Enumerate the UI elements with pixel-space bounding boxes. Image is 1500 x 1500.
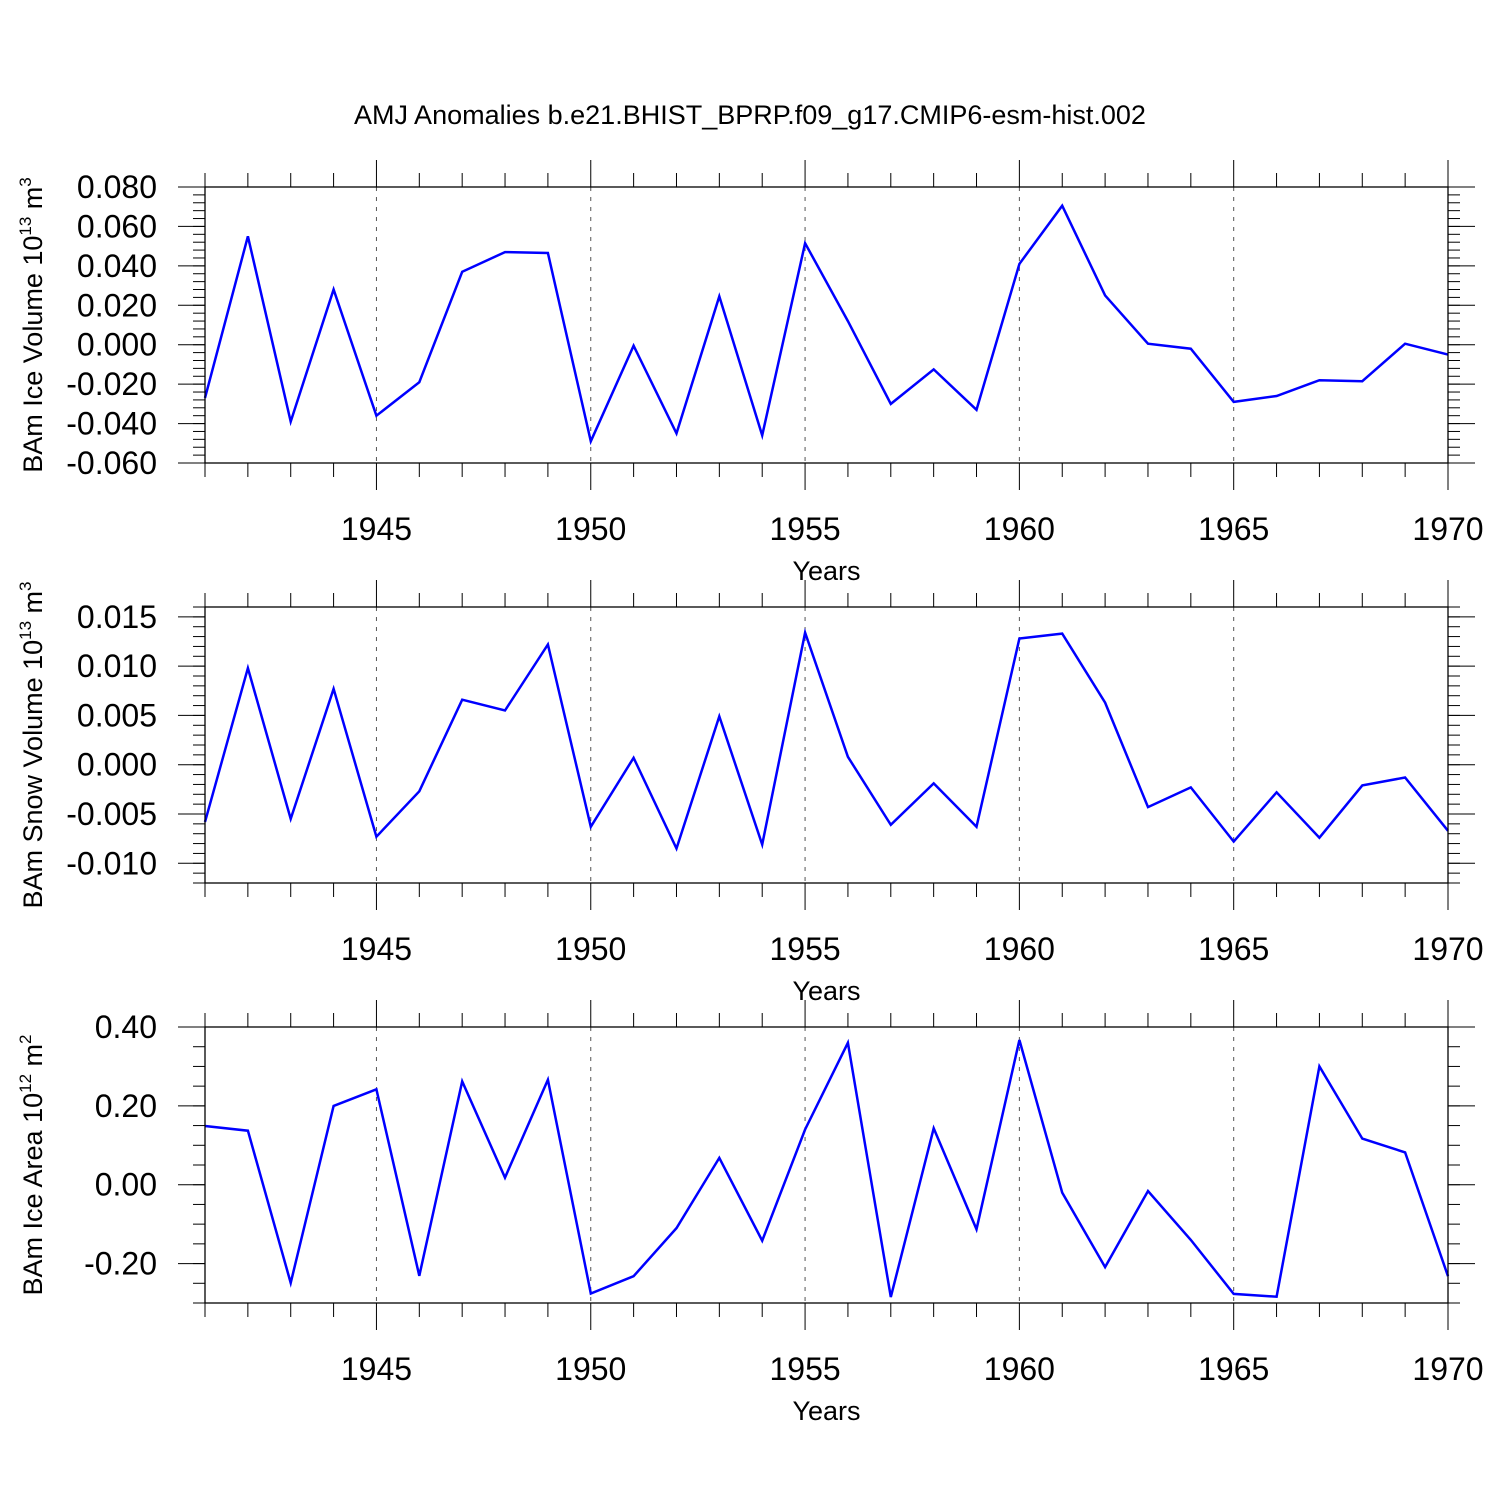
- x-tick-label: 1965: [1198, 511, 1269, 547]
- panel-3: -0.20 0.00 0.20 0.40 1945 1950 1955 1960 1965 197…: [16, 1000, 1484, 1426]
- x-tick-label: 1950: [555, 1351, 626, 1387]
- x-tick-label: 1945: [341, 511, 412, 547]
- x-tick-label: 1960: [984, 931, 1055, 967]
- x-axis-label: Years: [792, 1396, 860, 1426]
- y-tick-label: 0.20: [95, 1088, 157, 1124]
- x-tick-label: 1970: [1412, 511, 1483, 547]
- x-tick-label: 1955: [769, 931, 840, 967]
- x-axis-label: Years: [792, 556, 860, 586]
- y-tick-label: 0.005: [77, 697, 157, 733]
- x-tick-label: 1970: [1412, 1351, 1483, 1387]
- x-tick-label: 1950: [555, 931, 626, 967]
- y-tick-label: -0.20: [84, 1246, 157, 1282]
- x-tick-label: 1955: [769, 1351, 840, 1387]
- x-tick-label: 1950: [555, 511, 626, 547]
- y-tick-label: -0.040: [66, 406, 157, 442]
- x-axis-label: Years: [792, 976, 860, 1006]
- y-tick-label: 0.060: [77, 208, 157, 244]
- y-tick-label: -0.060: [66, 445, 157, 481]
- y-tick-label: 0.000: [77, 327, 157, 363]
- series-line: [204, 1038, 1450, 1299]
- y-axis-label: BAm Ice Area 1012 m2: [16, 1035, 48, 1296]
- x-tick-label: 1945: [341, 1351, 412, 1387]
- plot-frame: [204, 606, 1449, 884]
- y-tick-label: 0.00: [95, 1167, 157, 1203]
- plot-frame: [204, 1026, 1449, 1304]
- x-tick-label: 1965: [1198, 1351, 1269, 1387]
- panel-2: -0.010 -0.005 0.000 0.005 0.010 0.015 1945 1950…: [16, 580, 1484, 1006]
- plot-frame: [204, 186, 1449, 464]
- series-line: [203, 203, 1449, 446]
- y-tick-label: -0.020: [66, 366, 157, 402]
- y-tick-label: 0.040: [77, 248, 157, 284]
- x-tick-label: 1965: [1198, 931, 1269, 967]
- figure-title: AMJ Anomalies b.e21.BHIST_BPRP.f09_g17.C…: [354, 100, 1146, 130]
- y-tick-label: 0.015: [77, 599, 157, 635]
- x-tick-label: 1960: [984, 1351, 1055, 1387]
- y-tick-label: 0.080: [77, 169, 157, 205]
- x-tick-label: 1945: [341, 931, 412, 967]
- y-axis-label: BAm Snow Volume 1013 m3: [16, 581, 48, 908]
- y-tick-label: 0.000: [77, 747, 157, 783]
- y-tick-label: 0.020: [77, 287, 157, 323]
- panels: -0.060-0.040-0.0200.0000.0200.0400.0600.…: [16, 160, 1484, 1426]
- y-tick-label: 0.40: [95, 1009, 157, 1045]
- x-tick-label: 1955: [769, 511, 840, 547]
- series-line: [203, 627, 1449, 852]
- x-tick-label: 1960: [984, 511, 1055, 547]
- y-tick-label: 0.010: [77, 648, 157, 684]
- y-tick-label: -0.005: [66, 796, 157, 832]
- y-axis-label: BAm Ice Volume 1013 m3: [16, 177, 48, 473]
- x-tick-label: 1970: [1412, 931, 1483, 967]
- y-tick-label: -0.010: [66, 845, 157, 881]
